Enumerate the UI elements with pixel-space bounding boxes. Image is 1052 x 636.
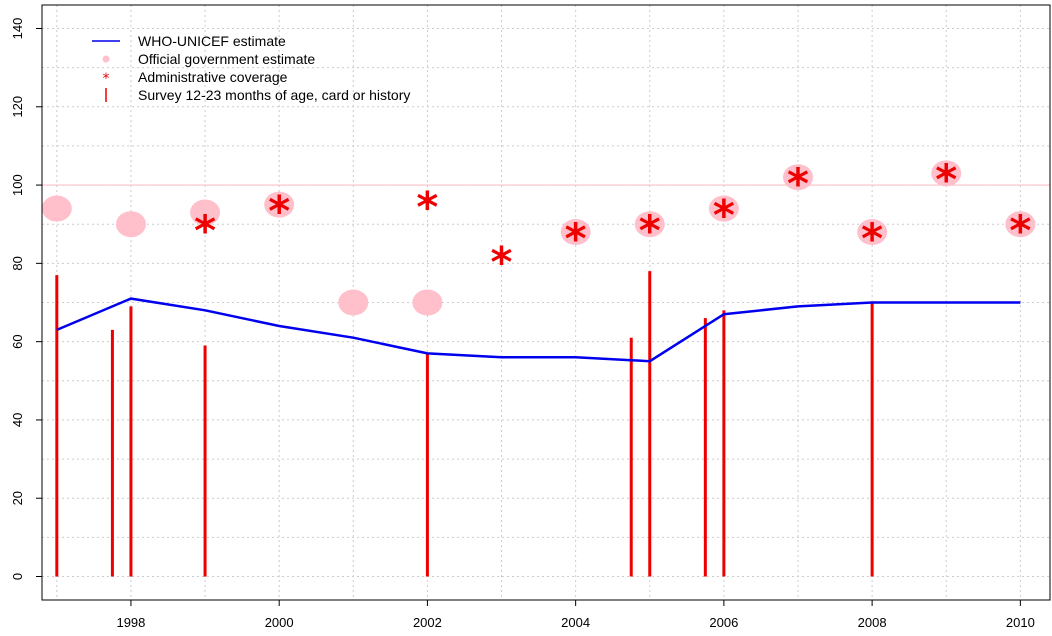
y-tick-label: 120 <box>10 96 25 118</box>
plot-frame <box>41 4 1051 601</box>
who-unicef-line <box>56 297 1021 363</box>
legend: WHO-UNICEF estimate Official government e… <box>92 33 410 103</box>
y-tick-label: 100 <box>10 174 25 196</box>
official-estimate-dots <box>41 160 1036 316</box>
who-unicef-estimate-line <box>56 297 1021 363</box>
official-estimate-dot <box>115 211 146 238</box>
administrative-star: * <box>194 206 216 255</box>
survey-bars <box>55 271 874 577</box>
x-tick-label: 2010 <box>1006 615 1035 630</box>
official-estimate-dot <box>560 219 591 246</box>
legend-label: WHO-UNICEF estimate <box>138 33 286 49</box>
y-tick-label: 80 <box>10 256 25 270</box>
administrative-star: * <box>491 237 513 286</box>
legend-star-symbol: * <box>103 71 110 87</box>
legend-label: Survey 12-23 months of age, card or hist… <box>138 87 410 103</box>
y-tick-label: 0 <box>10 573 25 580</box>
x-tick-label: 2000 <box>265 615 294 630</box>
y-axis: 0 20 40 60 80 100 120 140 <box>10 18 42 580</box>
official-estimate-dot <box>634 211 665 238</box>
x-tick-label: 2006 <box>709 615 738 630</box>
y-tick-label: 140 <box>10 18 25 40</box>
administrative-star: * <box>861 214 883 263</box>
administrative-star: * <box>268 187 290 236</box>
administrative-stars: * * * * * * * * * * * <box>194 155 1031 286</box>
y-tick-label: 40 <box>10 413 25 427</box>
x-tick-label: 2002 <box>413 615 442 630</box>
administrative-star: * <box>565 214 587 263</box>
legend-dot-symbol <box>102 55 110 63</box>
x-tick-label: 2004 <box>561 615 590 630</box>
official-estimate-dot <box>857 219 888 246</box>
official-estimate-dot <box>1005 211 1036 238</box>
official-estimate-dot <box>338 289 369 316</box>
y-tick-label: 60 <box>10 334 25 348</box>
administrative-star: * <box>935 155 957 204</box>
administrative-star: * <box>713 190 735 239</box>
x-tick-label: 1998 <box>116 615 145 630</box>
official-estimate-dot <box>190 199 221 226</box>
official-estimate-dot <box>412 289 443 316</box>
administrative-star: * <box>1009 206 1031 255</box>
official-estimate-dot <box>931 160 962 187</box>
official-estimate-dot <box>41 195 72 222</box>
y-tick-label: 20 <box>10 491 25 505</box>
legend-label: Administrative coverage <box>138 69 288 85</box>
legend-label: Official government estimate <box>138 51 315 67</box>
administrative-star: * <box>787 159 809 208</box>
x-tick-label: 2008 <box>858 615 887 630</box>
administrative-star: * <box>416 183 438 232</box>
administrative-star: * <box>639 206 661 255</box>
official-estimate-dot <box>708 195 739 222</box>
official-estimate-dot <box>264 191 295 218</box>
x-axis: 1998 2000 2002 2004 2006 2008 2010 <box>116 600 1035 630</box>
official-estimate-dot <box>783 164 813 191</box>
